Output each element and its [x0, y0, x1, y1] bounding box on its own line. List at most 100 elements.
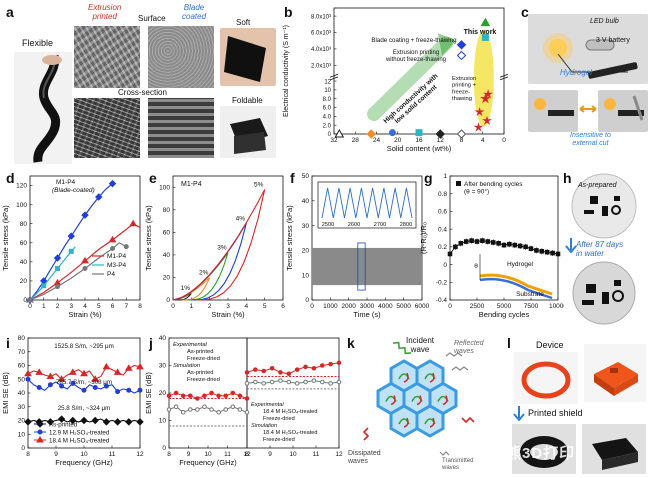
y-tick-label: 2.0x10³ — [311, 64, 331, 70]
inset-tick-label: 2800 — [400, 222, 412, 228]
x-tick-label: 10000 — [549, 303, 564, 310]
x-tick-label: 4 — [83, 303, 87, 310]
legend-text: M1-P4 — [56, 179, 76, 186]
curl-arrow — [403, 372, 409, 383]
data-point — [269, 365, 275, 371]
data-point — [57, 415, 66, 423]
data-point — [294, 381, 300, 386]
y-tick-label: 1 — [443, 173, 447, 180]
x-axis-label: Frequency (GHz) — [55, 458, 113, 467]
y-tick-label: 0 — [305, 297, 309, 304]
y-axis-label: Electrical conductivity (S m⁻¹) — [283, 25, 290, 117]
x-tick-label: 2500 — [470, 303, 485, 310]
axis-break — [329, 73, 339, 81]
y-tick-label: 50 — [18, 376, 26, 383]
x-tick-label: 5 — [97, 303, 101, 310]
data-point — [336, 360, 342, 366]
data-point — [481, 33, 489, 41]
data-point — [474, 106, 485, 117]
data-point — [463, 239, 469, 244]
legend-text: (Blade-coated) — [52, 187, 95, 194]
cycle-label: 2% — [199, 269, 209, 276]
legend-text: 18.4 M H₂SO₄-treated — [263, 430, 318, 436]
soft-photo — [220, 28, 276, 86]
data-point — [27, 297, 33, 303]
x-tick-label: 12 — [243, 451, 251, 458]
y-tick-label: 40 — [302, 198, 310, 205]
y-tick-label: 80 — [18, 335, 26, 342]
trend-arrow — [367, 36, 453, 121]
data-point — [173, 390, 179, 396]
label-d: d — [6, 170, 15, 186]
data-point — [108, 235, 117, 243]
data-point — [319, 363, 325, 368]
label-c: c — [521, 4, 529, 20]
data-point — [480, 17, 491, 27]
data-point — [473, 122, 484, 132]
legend-text: M3-P4 — [107, 262, 127, 269]
chart-i: 8 9 10 11 12 0 10 20 30 40 50 60 70 80 Frequency (GHz)… — [1, 335, 144, 467]
data-point — [469, 238, 474, 243]
data-point — [555, 251, 561, 257]
legend-text: 18.4 M H₂SO₄-treated — [263, 409, 318, 415]
data-point — [125, 418, 133, 426]
panel-k: Incident wave Reflected waves Dissipated… — [342, 332, 502, 478]
data-point — [244, 409, 250, 415]
data-point — [480, 238, 485, 243]
reflected-caption: Reflected waves — [454, 340, 484, 355]
data-point — [25, 376, 31, 382]
legend-text: As-printed — [187, 349, 213, 355]
hydrogel-caption: Hydrogel — [560, 68, 593, 77]
data-point — [334, 128, 345, 138]
y-tick-label: 60 — [18, 363, 26, 370]
data-point — [507, 241, 512, 247]
panel-a: Flexible Extrusion printed Surface Blade… — [0, 0, 280, 165]
x-tick-label: 0 — [171, 303, 175, 310]
x-tick-label: 28 — [352, 137, 360, 144]
data-point — [180, 409, 186, 415]
y-tick-label: 50 — [302, 173, 310, 180]
data-point — [237, 407, 243, 412]
data-point — [91, 416, 99, 425]
data-point — [187, 393, 193, 399]
data-point — [81, 256, 89, 264]
legend-text: After bending cycles (θ = 90°) — [464, 181, 523, 195]
trend-arrowhead — [438, 33, 456, 56]
y-tick-label: 10 — [18, 431, 26, 438]
curl-arrow — [390, 395, 396, 406]
y-axis-label: EMI SE (dB) — [144, 372, 153, 414]
data-point — [108, 179, 117, 188]
device-caption: Device — [536, 340, 564, 350]
x-tick-label: 12 — [437, 137, 445, 144]
data-point — [35, 368, 44, 375]
y-tick-label: 20 — [18, 418, 26, 425]
x-tick-label: 9 — [187, 451, 191, 458]
x-tick-label: 4000 — [378, 303, 393, 310]
label-e: e — [149, 170, 157, 186]
data-point — [223, 407, 229, 412]
data-point — [366, 129, 376, 139]
y-tick-label: 10 — [159, 418, 167, 425]
x-tick-label: 5000 — [396, 303, 411, 310]
y-tick-label: 20 — [20, 278, 28, 285]
y-tick-label: 0 — [162, 445, 166, 452]
y-tick-label: 0 — [21, 445, 25, 452]
legend-text: Simulation — [173, 363, 200, 369]
series-line — [246, 362, 340, 375]
data-point — [456, 40, 467, 50]
x-tick-label: 4 — [481, 137, 485, 144]
data-point — [180, 393, 186, 399]
x-tick-label: 10 — [289, 451, 297, 458]
sem-extrusion-surface — [74, 26, 140, 88]
y-tick-label: 0 — [166, 297, 170, 304]
data-point — [166, 393, 172, 399]
data-point — [46, 372, 55, 379]
x-tick-label: 20 — [394, 137, 402, 144]
label-l: l — [507, 335, 511, 351]
data-point — [544, 249, 550, 255]
data-point — [187, 407, 193, 412]
x-tick-label: 8 — [26, 451, 30, 458]
inset-substrate — [479, 277, 553, 300]
data-point — [539, 248, 545, 254]
